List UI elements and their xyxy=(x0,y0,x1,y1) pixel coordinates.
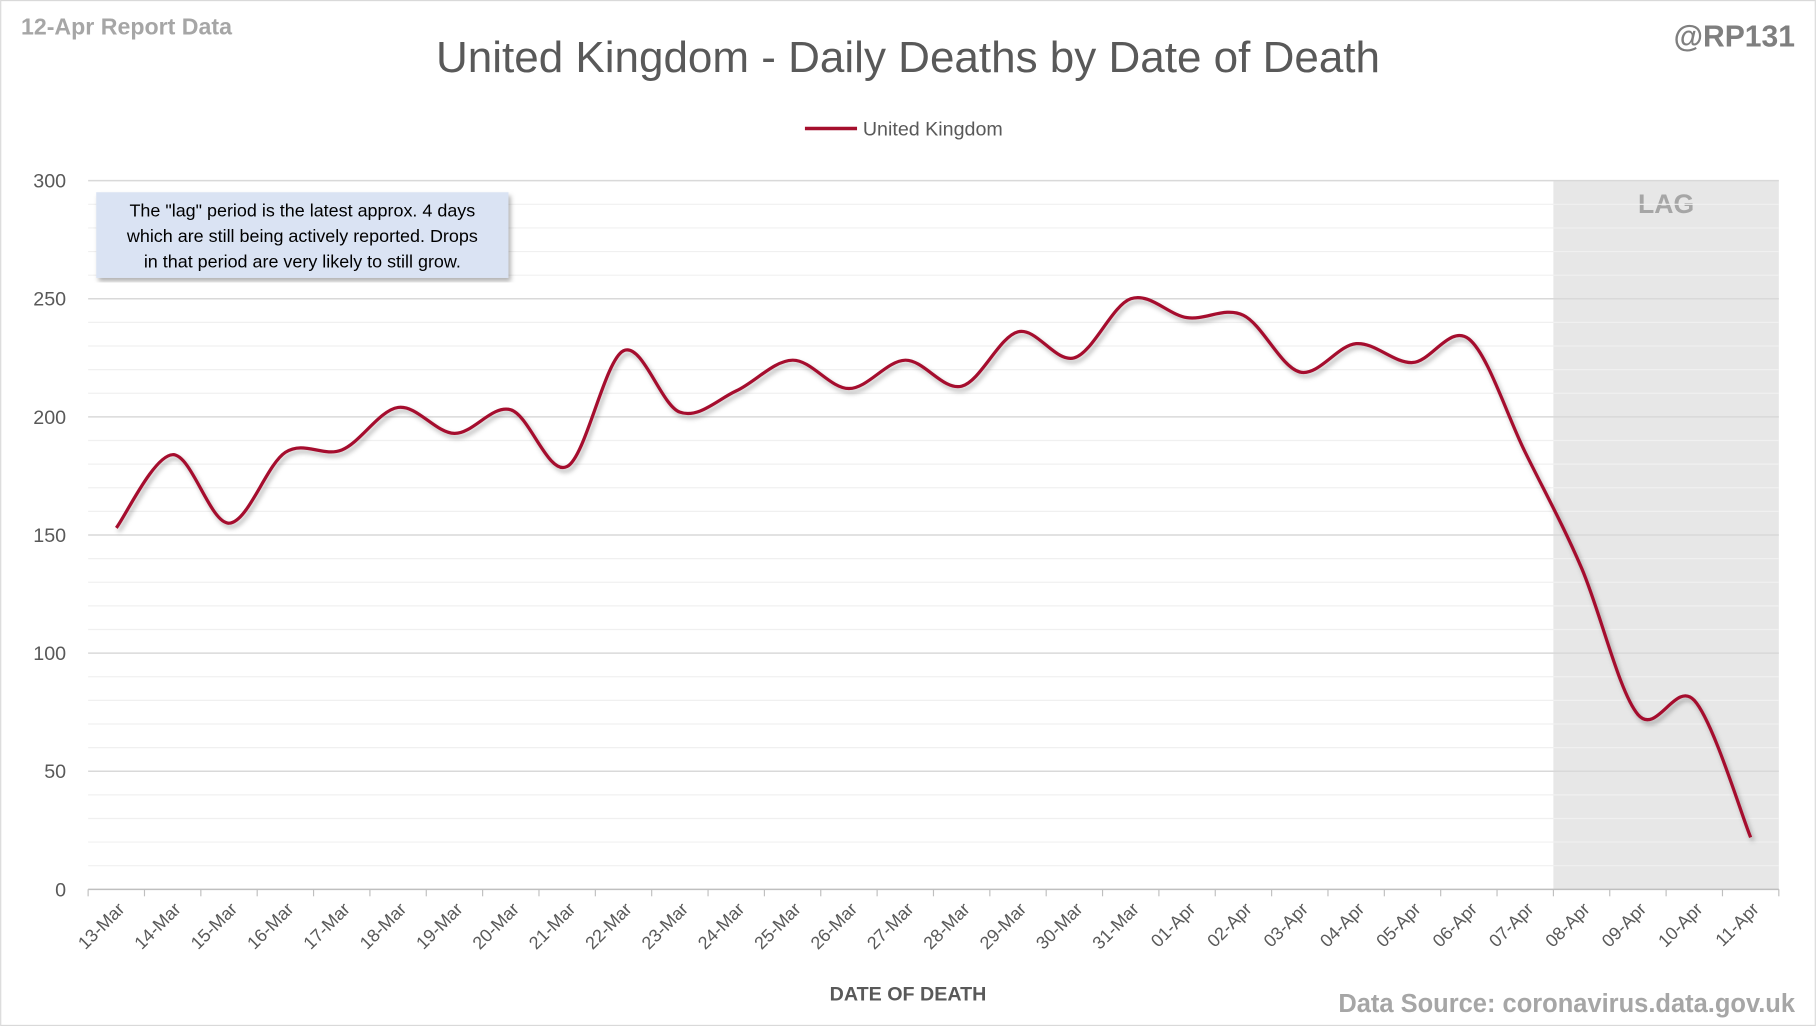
y-tick-label: 50 xyxy=(44,761,66,783)
y-tick-label: 100 xyxy=(33,643,66,665)
annotation-background xyxy=(96,192,509,278)
annotation-line-2: which are still being actively reported.… xyxy=(126,226,478,246)
y-tick-label: 250 xyxy=(33,289,66,311)
y-tick-label: 0 xyxy=(55,879,66,901)
y-tick-label: 200 xyxy=(33,407,66,429)
annotation-line-3: in that period are very likely to still … xyxy=(144,252,461,272)
legend: United Kingdom xyxy=(804,118,1003,140)
report-label: 12-Apr Report Data xyxy=(21,14,233,40)
y-tick-label: 150 xyxy=(33,525,66,547)
chart-title: United Kingdom - Daily Deaths by Date of… xyxy=(436,33,1380,82)
series-line-0 xyxy=(114,295,1753,838)
author-handle: @RP131 xyxy=(1674,20,1795,53)
y-tick-label: 300 xyxy=(33,171,66,193)
annotation-box: The "lag" period is the latest approx. 4… xyxy=(96,192,509,278)
x-axis-title: DATE OF DEATH xyxy=(830,984,987,1006)
legend-label: United Kingdom xyxy=(863,118,1003,140)
data-source: Data Source: coronavirus.data.gov.uk xyxy=(1338,990,1796,1018)
annotation-line-1: The "lag" period is the latest approx. 4… xyxy=(129,201,475,221)
